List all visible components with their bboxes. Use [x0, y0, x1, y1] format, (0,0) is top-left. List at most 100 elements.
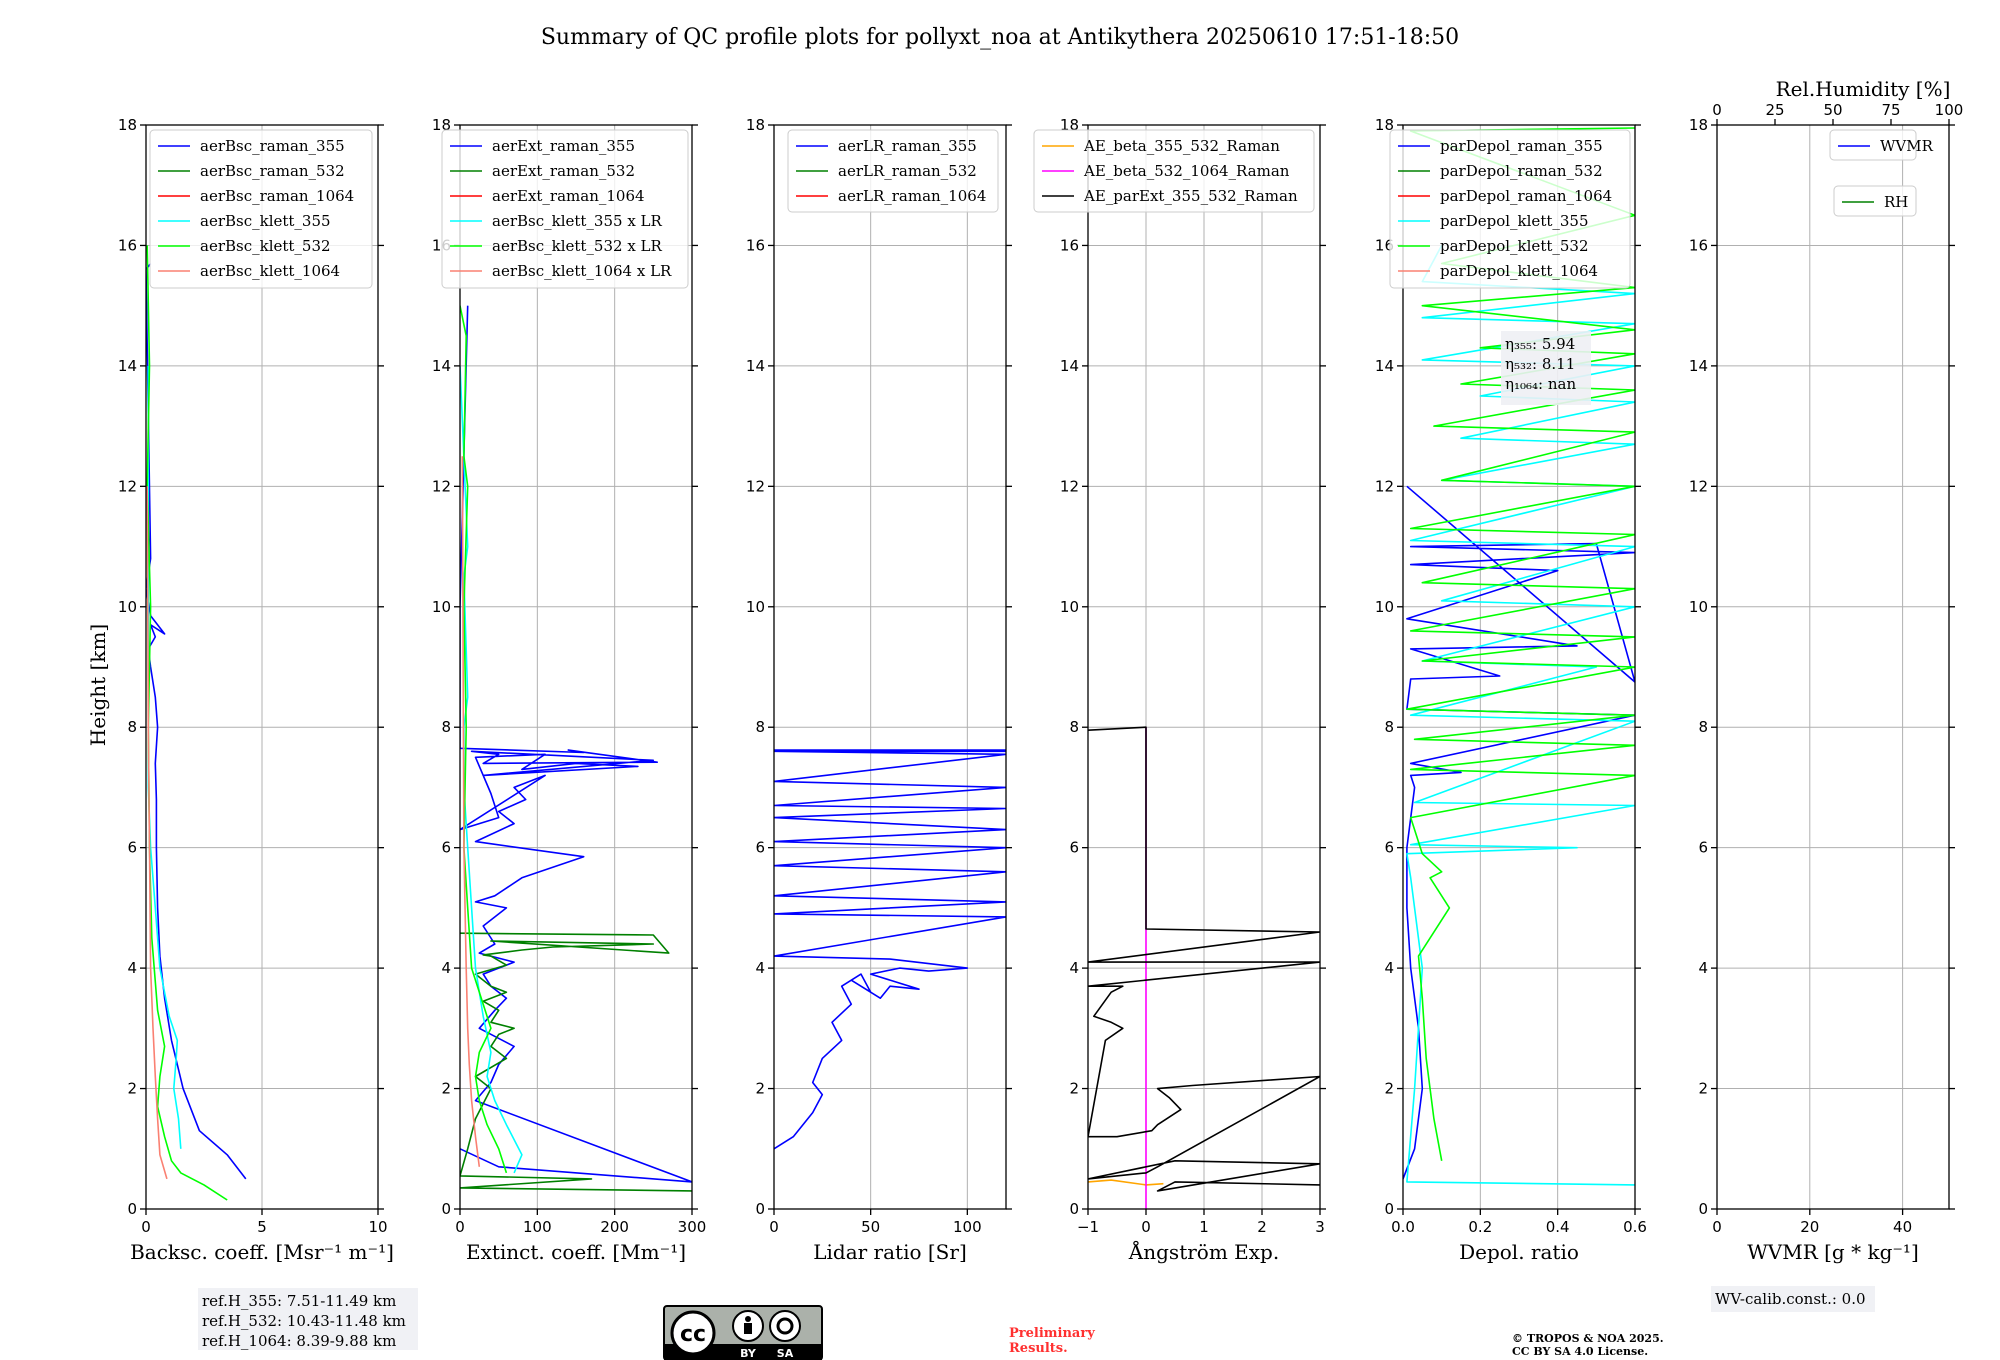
x-tick-label: 10: [368, 1218, 387, 1236]
y-tick-label: 6: [1069, 839, 1079, 857]
x-axis-label: Depol. ratio: [1459, 1240, 1579, 1264]
preliminary-line-2: Results.: [1009, 1341, 1068, 1356]
y-tick-label: 0: [441, 1200, 451, 1218]
y-tick-label: 4: [127, 959, 137, 977]
legend: RH: [1833, 185, 1917, 217]
legend-entry: aerLR_raman_355: [838, 137, 977, 155]
legend-entry: aerBsc_klett_355 x LR: [492, 212, 663, 230]
y-tick-label: 18: [1375, 116, 1394, 134]
share-alike-icon: [769, 1310, 801, 1342]
x-tick-label: 2: [1257, 1218, 1267, 1236]
x-tick-label: 300: [678, 1218, 707, 1236]
annotation-line: ref.H_355: 7.51-11.49 km: [202, 1292, 396, 1310]
x-tick-label: 0.0: [1391, 1218, 1415, 1236]
legend-entry: parDepol_raman_1064: [1440, 187, 1612, 205]
y-tick-label: 14: [1375, 357, 1394, 375]
legend: parDepol_raman_355 parDepol_raman_532 parD…: [1389, 129, 1631, 289]
top-x-tick-label: 0: [1712, 101, 1722, 119]
y-tick-label: 4: [755, 959, 765, 977]
x-axis-label: Backsc. coeff. [Msr⁻¹ m⁻¹]: [130, 1240, 394, 1264]
series-line-AE_beta_355_532_Raman: [1088, 1179, 1164, 1186]
legend-entry: aerExt_raman_355: [492, 137, 635, 155]
plot-frame: [1716, 124, 1950, 1210]
y-tick-label: 0: [127, 1200, 137, 1218]
y-tick-label: 2: [441, 1080, 451, 1098]
series-line-aerLR_raman_355: [774, 749, 1006, 1150]
x-axis-label: Ångström Exp.: [1128, 1239, 1279, 1264]
y-tick-label: 18: [118, 116, 137, 134]
annotation-line: WV-calib.const.: 0.0: [1715, 1290, 1866, 1308]
y-tick-label: 16: [1375, 236, 1394, 254]
x-tick-label: 100: [953, 1218, 982, 1236]
y-tick-label: 2: [127, 1080, 137, 1098]
y-tick-label: 0: [1698, 1200, 1708, 1218]
y-tick-label: 4: [1384, 959, 1394, 977]
y-tick-label: 8: [127, 718, 137, 736]
x-axis-label: WVMR [g * kg⁻¹]: [1747, 1240, 1919, 1264]
y-tick-label: 8: [441, 718, 451, 736]
legend-entry: parDepol_klett_1064: [1440, 262, 1598, 280]
panel-lidar-ratio: 0 2 4 6 8 10 12 14 16 18 0 50 100 Lidar ratio [Sr] aer…: [746, 116, 1012, 1264]
y-tick-label: 8: [755, 718, 765, 736]
series-line-AE_parExt_355_532_Raman: [1088, 726, 1320, 1192]
legend-entry: parDepol_raman_355: [1440, 137, 1603, 155]
y-tick-label: 2: [1384, 1080, 1394, 1098]
legend-entry: aerBsc_raman_355: [200, 137, 345, 155]
y-tick-label: 2: [1698, 1080, 1708, 1098]
legend: AE_beta_355_532_Raman AE_beta_532_1064_Ra…: [1033, 129, 1315, 213]
y-tick-label: 8: [1384, 718, 1394, 736]
y-tick-label: 14: [118, 357, 137, 375]
y-tick-label: 10: [1060, 598, 1079, 616]
legend-entry: AE_beta_355_532_Raman: [1083, 137, 1280, 155]
annotation-line: ref.H_532: 10.43-11.48 km: [202, 1312, 406, 1330]
y-tick-label: 4: [1698, 959, 1708, 977]
panel-backscatter: 0 2 4 6 8 10 12 14 16 18 0 5 10 Backsc. coeff. [Msr⁻¹…: [118, 116, 418, 1350]
legend: WVMR: [1829, 129, 1934, 161]
annotation-line: ref.H_1064: 8.39-9.88 km: [202, 1332, 396, 1350]
x-axis-label: Extinct. coeff. [Mm⁻¹]: [466, 1240, 686, 1264]
y-tick-label: 6: [441, 839, 451, 857]
copyright-line-2: CC BY SA 4.0 License.: [1512, 1345, 1648, 1358]
annotation-box: ref.H_355: 7.51-11.49 km ref.H_532: 10.43…: [198, 1288, 418, 1350]
legend-entry: aerLR_raman_1064: [838, 187, 986, 205]
legend: aerExt_raman_355 aerExt_raman_532 aerExt_r…: [441, 129, 689, 289]
y-tick-label: 10: [118, 598, 137, 616]
y-tick-label: 14: [1689, 357, 1708, 375]
y-tick-label: 12: [746, 477, 765, 495]
x-tick-label: 100: [523, 1218, 552, 1236]
x-tick-label: 0: [455, 1218, 465, 1236]
x-tick-label: 1: [1199, 1218, 1209, 1236]
x-tick-label: 50: [861, 1218, 880, 1236]
x-tick-label: 0.4: [1546, 1218, 1570, 1236]
x-axis-label: Lidar ratio [Sr]: [813, 1240, 967, 1264]
copyright-line-1: © TROPOS & NOA 2025.: [1512, 1332, 1664, 1345]
legend-entry: aerBsc_klett_1064: [200, 262, 340, 280]
annotation-line: η₃₅₅: 5.94: [1505, 335, 1575, 353]
annotation-box: η₃₅₅: 5.94 η₅₃₂: 8.11 η₁₀₆₄: nan: [1501, 331, 1591, 405]
cc-license-badge: cc BY SA: [663, 1305, 823, 1360]
legend-entry: RH: [1884, 193, 1908, 211]
legend-entry: aerLR_raman_532: [838, 162, 977, 180]
y-tick-label: 10: [1689, 598, 1708, 616]
x-tick-label: 0: [141, 1218, 151, 1236]
y-tick-label: 12: [118, 477, 137, 495]
series-line-aerBsc_klett_355 x LR: [460, 365, 523, 1174]
x-tick-label: 0.2: [1468, 1218, 1492, 1236]
cc-badge-text: cc: [680, 1322, 706, 1347]
series-line-aerExt_raman_355: [460, 305, 692, 1183]
panel-depolarization: 0 2 4 6 8 10 12 14 16 18 0.0 0.2 0.4 0.6 Depol. ratio p…: [1375, 116, 1647, 1264]
x-tick-label: 0: [1712, 1218, 1722, 1236]
y-tick-label: 8: [1698, 718, 1708, 736]
y-tick-label: 4: [441, 959, 451, 977]
y-tick-label: 6: [127, 839, 137, 857]
y-tick-label: 12: [1375, 477, 1394, 495]
plot-frame: [1402, 124, 1636, 1210]
top-x-tick-label: 100: [1935, 101, 1964, 119]
legend-entry: parDepol_klett_355: [1440, 212, 1589, 230]
y-tick-label: 14: [1060, 357, 1079, 375]
x-tick-label: 0: [1141, 1218, 1151, 1236]
